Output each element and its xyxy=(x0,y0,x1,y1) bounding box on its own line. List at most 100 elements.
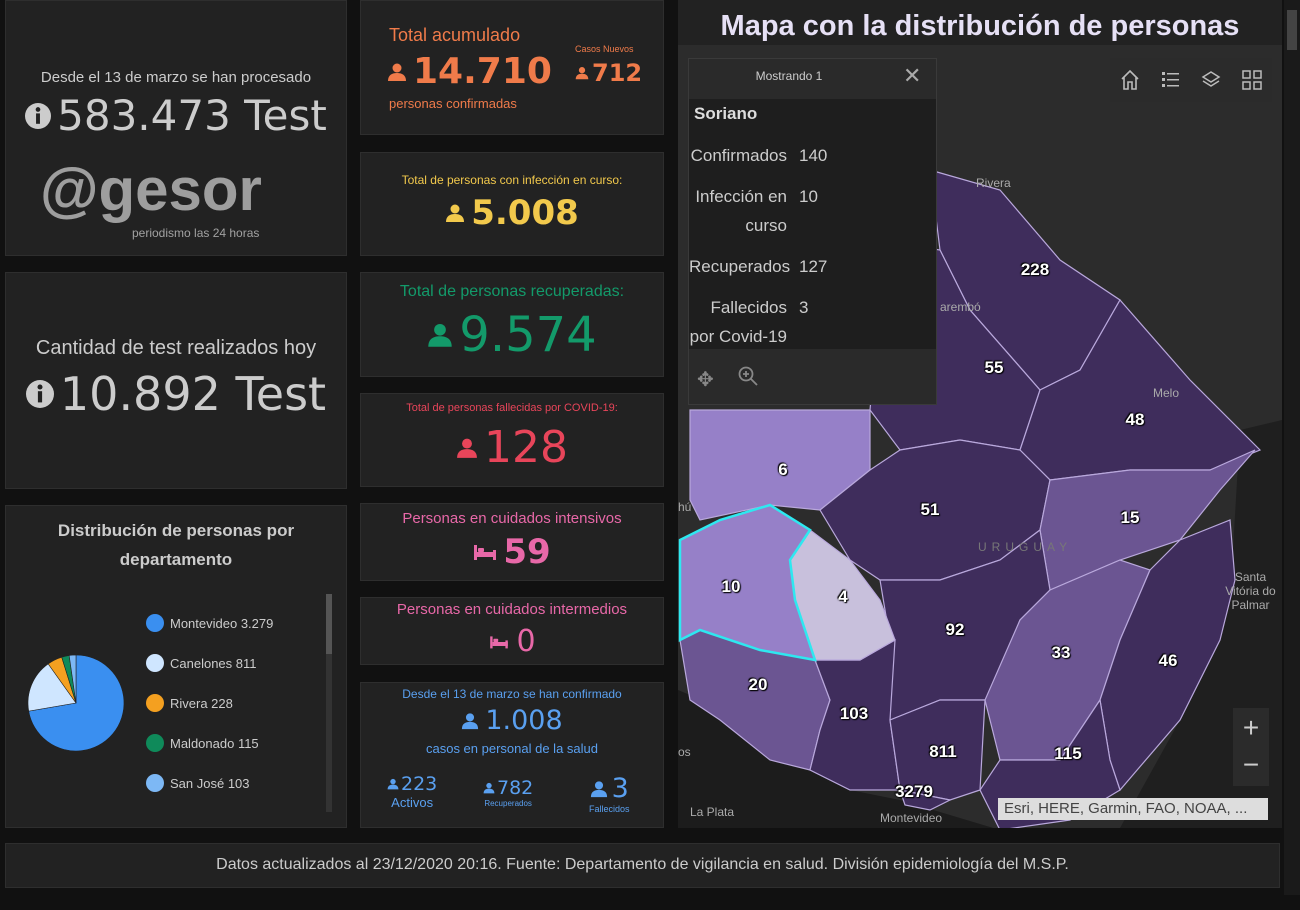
dept-rocha xyxy=(1099,519,1236,792)
grid-icon xyxy=(1242,70,1262,90)
popup-field-value: 10 xyxy=(799,187,818,206)
legend-label: Canelones 811 xyxy=(170,655,257,671)
active-label: Total de personas con infección en curso… xyxy=(401,173,623,187)
popup-fields: Confirmados 140 Infección en curso 10 Recupe… xyxy=(689,141,936,363)
pie-title: Distribución de personas por departament… xyxy=(57,521,295,569)
legend-label: San José 103 xyxy=(170,775,250,791)
total-value: 14.710 xyxy=(413,51,552,92)
map-label: 3279 xyxy=(895,782,933,801)
pan-button[interactable]: ✥ xyxy=(697,367,714,392)
footer: Datos actualizados al 23/12/2020 20:16. … xyxy=(5,843,1280,888)
person-icon xyxy=(456,437,478,459)
country-label: URUGUAY xyxy=(978,540,1073,554)
health-sub: casos en personal de la salud xyxy=(425,741,598,756)
legend-item[interactable]: Montevideo 3.279 xyxy=(146,603,273,643)
legend-label: Maldonado 115 xyxy=(170,735,259,751)
tests-today-label: Cantidad de test realizados hoy xyxy=(35,337,317,359)
intermediate-value: 0 xyxy=(516,624,536,659)
popup-field-key: Confirmados xyxy=(690,146,787,165)
new-cases-label: Casos Nuevos xyxy=(575,44,634,54)
zoom-in-button[interactable]: + xyxy=(1242,712,1260,743)
map-title: Mapa con la distribución de personas xyxy=(678,0,1282,45)
city-label: Santa Vitória do Palmar xyxy=(1225,570,1276,612)
health-staff-card: Desde el 13 de marzo se han confirmado 1… xyxy=(360,682,664,828)
health-recovered-value: 782 xyxy=(497,777,534,799)
icu-value: 59 xyxy=(503,532,551,572)
total-sub: personas confirmadas xyxy=(389,96,517,111)
home-icon xyxy=(1121,69,1139,90)
layers-button[interactable] xyxy=(1197,66,1225,94)
legend-item[interactable]: Canelones 811 xyxy=(146,643,273,683)
health-active-label: Activos xyxy=(391,795,434,810)
legend-item[interactable]: Maldonado 115 xyxy=(146,723,273,763)
legend-item[interactable]: Rivera 228 xyxy=(146,683,273,723)
person-icon xyxy=(445,203,465,223)
zoom-to-button[interactable] xyxy=(737,365,759,392)
map-label: 46 xyxy=(1158,651,1178,670)
dept-soriano-selected xyxy=(678,503,817,662)
legend-button[interactable] xyxy=(1157,66,1185,94)
popup-close-button[interactable]: ✕ xyxy=(903,63,922,88)
home-button[interactable] xyxy=(1116,66,1144,94)
health-value: 1.008 xyxy=(485,705,563,736)
map-label: 228 xyxy=(1020,260,1050,279)
recovered-card: Total de personas recuperadas: 9.574 xyxy=(360,272,664,377)
map-label: 48 xyxy=(1125,410,1145,429)
map-label: 55 xyxy=(984,358,1004,377)
person-icon xyxy=(483,782,495,794)
deaths-card: Total de personas fallecidas por COVID-1… xyxy=(360,393,664,487)
intermediate-card: Personas en cuidados intermedios 0 xyxy=(360,597,664,665)
zoom-out-button[interactable]: − xyxy=(1242,749,1260,780)
legend-swatch xyxy=(146,614,164,632)
total-label: Total acumulado xyxy=(389,25,521,45)
list-icon xyxy=(1161,72,1179,87)
map-label: 92 xyxy=(945,620,965,639)
pie-chart xyxy=(27,654,125,752)
map-panel: 228 55 48 6 51 15 10 4 92 33 46 20 103 8… xyxy=(678,0,1282,828)
popup-field-value: 140 xyxy=(799,146,828,165)
person-icon xyxy=(590,780,608,798)
popup: Mostrando 1 ✕ Soriano Confirmados 140 Infe… xyxy=(688,58,937,405)
legend-item[interactable]: San José 103 xyxy=(146,763,273,803)
city-label: Montevideo xyxy=(880,811,943,825)
zoom-controls: + − xyxy=(1233,708,1269,786)
city-label: Melo xyxy=(1153,386,1180,400)
basemap-gallery-button[interactable] xyxy=(1238,66,1266,94)
intermediate-label: Personas en cuidados intermedios xyxy=(396,601,628,618)
recovered-label: Total de personas recuperadas: xyxy=(399,283,625,300)
tests-since-label: Desde el 13 de marzo se han procesado xyxy=(40,69,312,86)
pie-slice-canelones[interactable] xyxy=(27,663,77,712)
popup-field: Infección en curso 10 xyxy=(689,182,936,240)
tests-total-card: Desde el 13 de marzo se han procesado 58… xyxy=(5,0,347,256)
map-toolbar xyxy=(1110,58,1272,102)
legend-label: Rivera 228 xyxy=(170,695,233,711)
legend-swatch xyxy=(146,654,164,672)
legend-swatch xyxy=(146,774,164,792)
person-icon xyxy=(387,778,399,790)
person-icon xyxy=(575,66,589,80)
map-attribution[interactable]: Esri, HERE, Garmin, FAO, NOAA, ... xyxy=(998,798,1268,820)
person-icon xyxy=(387,62,407,82)
layers-icon xyxy=(1201,71,1221,87)
bed-icon xyxy=(473,542,497,562)
page-scrollbar[interactable] xyxy=(1284,0,1300,895)
map-label: 115 xyxy=(1054,744,1082,763)
pie-slice-san-josé[interactable] xyxy=(68,654,77,704)
icu-card: Personas en cuidados intensivos 59 xyxy=(360,503,664,581)
map-label: 51 xyxy=(920,500,940,519)
legend-scrollbar[interactable] xyxy=(326,594,332,812)
map-label: 103 xyxy=(839,704,869,723)
watermark-brand: @gesor xyxy=(40,156,262,223)
dept-paysandu xyxy=(689,409,871,521)
info-icon xyxy=(25,103,51,129)
city-label: os xyxy=(678,745,691,759)
icu-label: Personas en cuidados intensivos xyxy=(402,510,622,527)
popup-title: Soriano xyxy=(694,104,758,123)
dept-maldonado xyxy=(979,698,1121,828)
map-label: 15 xyxy=(1120,508,1140,527)
map-label: 33 xyxy=(1051,643,1071,662)
active-value: 5.008 xyxy=(471,193,579,233)
popup-field-value: 3 xyxy=(799,298,809,317)
recovered-value: 9.574 xyxy=(459,307,597,363)
total-cases-card: Total acumulado 14.710 personas confirma… xyxy=(360,0,664,135)
